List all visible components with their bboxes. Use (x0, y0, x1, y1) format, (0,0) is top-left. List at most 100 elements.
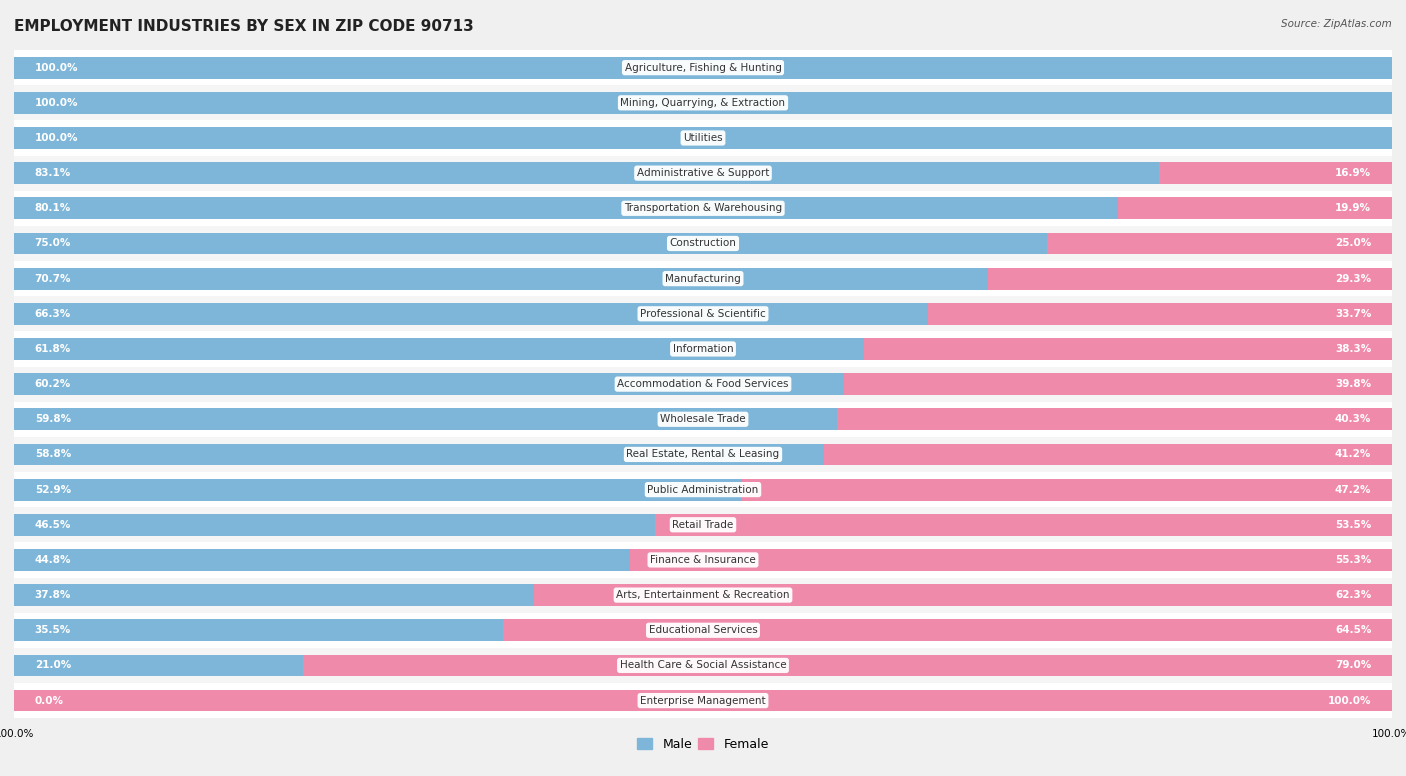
Bar (1159, 162, 1392, 184)
Bar (14, 226, 1392, 261)
Text: 47.2%: 47.2% (1334, 484, 1371, 494)
Text: 41.2%: 41.2% (1334, 449, 1371, 459)
Bar (14, 648, 1392, 683)
Bar (928, 303, 1392, 324)
Text: Agriculture, Fishing & Hunting: Agriculture, Fishing & Hunting (624, 63, 782, 73)
Bar (14, 542, 1392, 577)
Text: Mining, Quarrying, & Extraction: Mining, Quarrying, & Extraction (620, 98, 786, 108)
Bar (14, 508, 1392, 542)
Bar (988, 268, 1392, 289)
Bar (14, 120, 1392, 155)
Text: 75.0%: 75.0% (35, 238, 72, 248)
Bar (14, 619, 503, 641)
Bar (14, 444, 824, 466)
Bar (14, 155, 1392, 191)
Bar (14, 261, 1392, 296)
Bar (1047, 233, 1392, 255)
Bar (741, 479, 1392, 501)
Bar (14, 296, 1392, 331)
Text: Transportation & Warehousing: Transportation & Warehousing (624, 203, 782, 213)
Bar (14, 303, 928, 324)
Text: 100.0%: 100.0% (1327, 695, 1371, 705)
Text: 64.5%: 64.5% (1334, 625, 1371, 636)
Bar (14, 268, 988, 289)
Bar (14, 233, 1047, 255)
Text: Enterprise Management: Enterprise Management (640, 695, 766, 705)
Bar (837, 408, 1392, 430)
Text: 21.0%: 21.0% (35, 660, 70, 670)
Bar (14, 402, 1392, 437)
Text: Professional & Scientific: Professional & Scientific (640, 309, 766, 319)
Bar (14, 85, 1392, 120)
Text: Finance & Insurance: Finance & Insurance (650, 555, 756, 565)
Text: 29.3%: 29.3% (1336, 274, 1371, 284)
Text: Manufacturing: Manufacturing (665, 274, 741, 284)
Bar (304, 654, 1392, 677)
Bar (630, 549, 1392, 571)
Bar (14, 613, 1392, 648)
Text: Educational Services: Educational Services (648, 625, 758, 636)
Text: 60.2%: 60.2% (35, 379, 70, 389)
Bar (14, 514, 655, 535)
Text: 62.3%: 62.3% (1336, 590, 1371, 600)
Text: Retail Trade: Retail Trade (672, 520, 734, 530)
Text: EMPLOYMENT INDUSTRIES BY SEX IN ZIP CODE 90713: EMPLOYMENT INDUSTRIES BY SEX IN ZIP CODE… (14, 19, 474, 34)
Bar (14, 191, 1392, 226)
Text: 59.8%: 59.8% (35, 414, 70, 424)
Text: Accommodation & Food Services: Accommodation & Food Services (617, 379, 789, 389)
Bar (14, 549, 631, 571)
Bar (14, 654, 304, 677)
Text: 38.3%: 38.3% (1336, 344, 1371, 354)
Bar (14, 690, 1392, 712)
Text: 40.3%: 40.3% (1334, 414, 1371, 424)
Text: 37.8%: 37.8% (35, 590, 72, 600)
Text: Real Estate, Rental & Leasing: Real Estate, Rental & Leasing (627, 449, 779, 459)
Bar (14, 331, 1392, 366)
Bar (14, 338, 866, 360)
Bar (14, 92, 1392, 114)
Text: Administrative & Support: Administrative & Support (637, 168, 769, 178)
Bar (14, 683, 1392, 718)
Bar (14, 366, 1392, 402)
Bar (14, 50, 1392, 85)
Text: 61.8%: 61.8% (35, 344, 70, 354)
Text: 44.8%: 44.8% (35, 555, 72, 565)
Legend: Male, Female: Male, Female (633, 733, 773, 756)
Bar (14, 127, 1392, 149)
Bar (844, 373, 1392, 395)
Text: 35.5%: 35.5% (35, 625, 70, 636)
Text: 33.7%: 33.7% (1334, 309, 1371, 319)
Text: 52.9%: 52.9% (35, 484, 70, 494)
Bar (14, 479, 742, 501)
Text: 0.0%: 0.0% (35, 695, 63, 705)
Text: 80.1%: 80.1% (35, 203, 70, 213)
Text: Information: Information (672, 344, 734, 354)
Bar (14, 577, 1392, 613)
Bar (824, 444, 1392, 466)
Text: 58.8%: 58.8% (35, 449, 70, 459)
Text: 39.8%: 39.8% (1336, 379, 1371, 389)
Bar (1118, 197, 1392, 219)
Text: Arts, Entertainment & Recreation: Arts, Entertainment & Recreation (616, 590, 790, 600)
Bar (655, 514, 1392, 535)
Text: Wholesale Trade: Wholesale Trade (661, 414, 745, 424)
Bar (503, 619, 1392, 641)
Text: Construction: Construction (669, 238, 737, 248)
Text: Health Care & Social Assistance: Health Care & Social Assistance (620, 660, 786, 670)
Text: 79.0%: 79.0% (1336, 660, 1371, 670)
Text: 46.5%: 46.5% (35, 520, 72, 530)
Bar (865, 338, 1392, 360)
Text: 53.5%: 53.5% (1336, 520, 1371, 530)
Bar (14, 472, 1392, 508)
Text: Source: ZipAtlas.com: Source: ZipAtlas.com (1281, 19, 1392, 29)
Bar (14, 437, 1392, 472)
Text: 100.0%: 100.0% (35, 133, 79, 143)
Bar (14, 584, 534, 606)
Bar (14, 162, 1159, 184)
Text: 100.0%: 100.0% (35, 98, 79, 108)
Bar (533, 584, 1392, 606)
Text: 25.0%: 25.0% (1336, 238, 1371, 248)
Text: 70.7%: 70.7% (35, 274, 72, 284)
Text: 66.3%: 66.3% (35, 309, 70, 319)
Bar (14, 57, 1392, 78)
